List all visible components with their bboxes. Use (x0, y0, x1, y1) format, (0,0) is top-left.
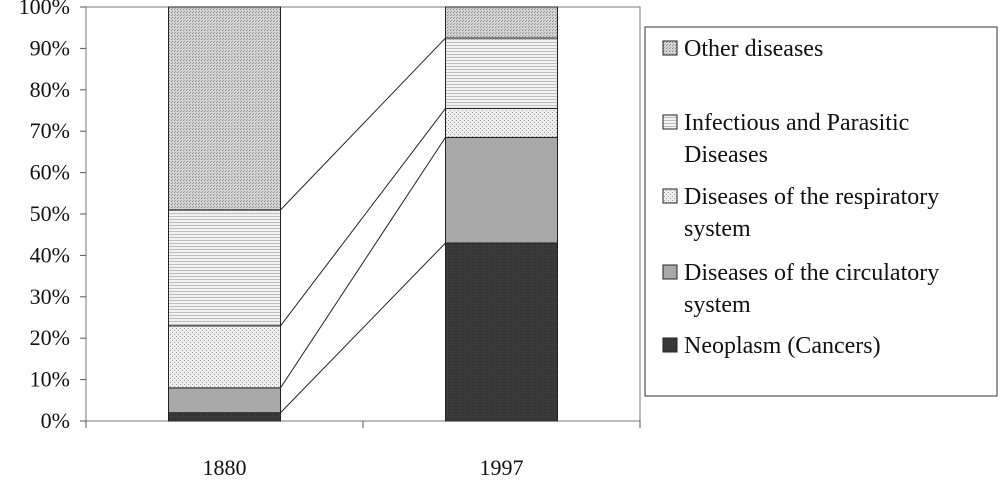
legend-swatch (662, 188, 678, 204)
legend-box (644, 26, 998, 397)
bar-segment (445, 136, 558, 244)
y-tick-label: 50% (30, 201, 70, 226)
x-axis: 1880 1997 (85, 421, 641, 480)
connector-line (280, 137, 446, 389)
legend-label: Other diseases (684, 36, 823, 62)
legend-label: Diseases of the respiratory (684, 184, 939, 210)
legend-label: Infectious and Parasitic (684, 110, 909, 136)
y-tick-label: 80% (30, 77, 70, 102)
bar-segment (445, 6, 558, 39)
connector-line (280, 242, 446, 414)
y-tick-label: 70% (30, 118, 70, 143)
y-tick-label: 30% (30, 284, 70, 309)
legend-label: Neoplasm (Cancers) (684, 333, 881, 359)
y-axis: 0% 10% 20% 30% 40% 50% 60% 70% 80% 90% 100% (19, 0, 86, 433)
bar-segment (445, 37, 558, 109)
y-tick-label: 100% (19, 0, 70, 19)
legend-label: Diseases of the circulatory (684, 260, 939, 286)
legend-swatch (662, 337, 678, 353)
legend-label: system (684, 216, 751, 242)
connector-line (280, 37, 446, 211)
y-tick-label: 90% (30, 35, 70, 60)
y-tick-label: 60% (30, 160, 70, 185)
bar-segment (445, 107, 558, 138)
legend: Other diseases Infectious and Parasitic Di… (644, 26, 998, 397)
bar-segment (168, 325, 281, 389)
bars (168, 6, 558, 422)
y-tick-label: 40% (30, 242, 70, 267)
bar-segment (168, 209, 281, 327)
bar-segment (445, 242, 558, 422)
connector-lines (280, 37, 446, 414)
y-tick-label: 10% (30, 367, 70, 392)
bar-segment (168, 412, 281, 422)
y-tick-label: 20% (30, 325, 70, 350)
legend-swatch (662, 40, 678, 56)
connector-line (280, 108, 446, 327)
bar-segment (168, 6, 281, 211)
y-tick-label: 0% (41, 408, 70, 433)
x-tick-label: 1880 (203, 455, 247, 480)
legend-swatch (662, 264, 678, 280)
legend-label: Diseases (684, 142, 768, 168)
bar-segment (168, 387, 281, 414)
x-tick-label: 1997 (480, 455, 524, 480)
legend-label: system (684, 292, 751, 318)
legend-swatch (662, 114, 678, 130)
